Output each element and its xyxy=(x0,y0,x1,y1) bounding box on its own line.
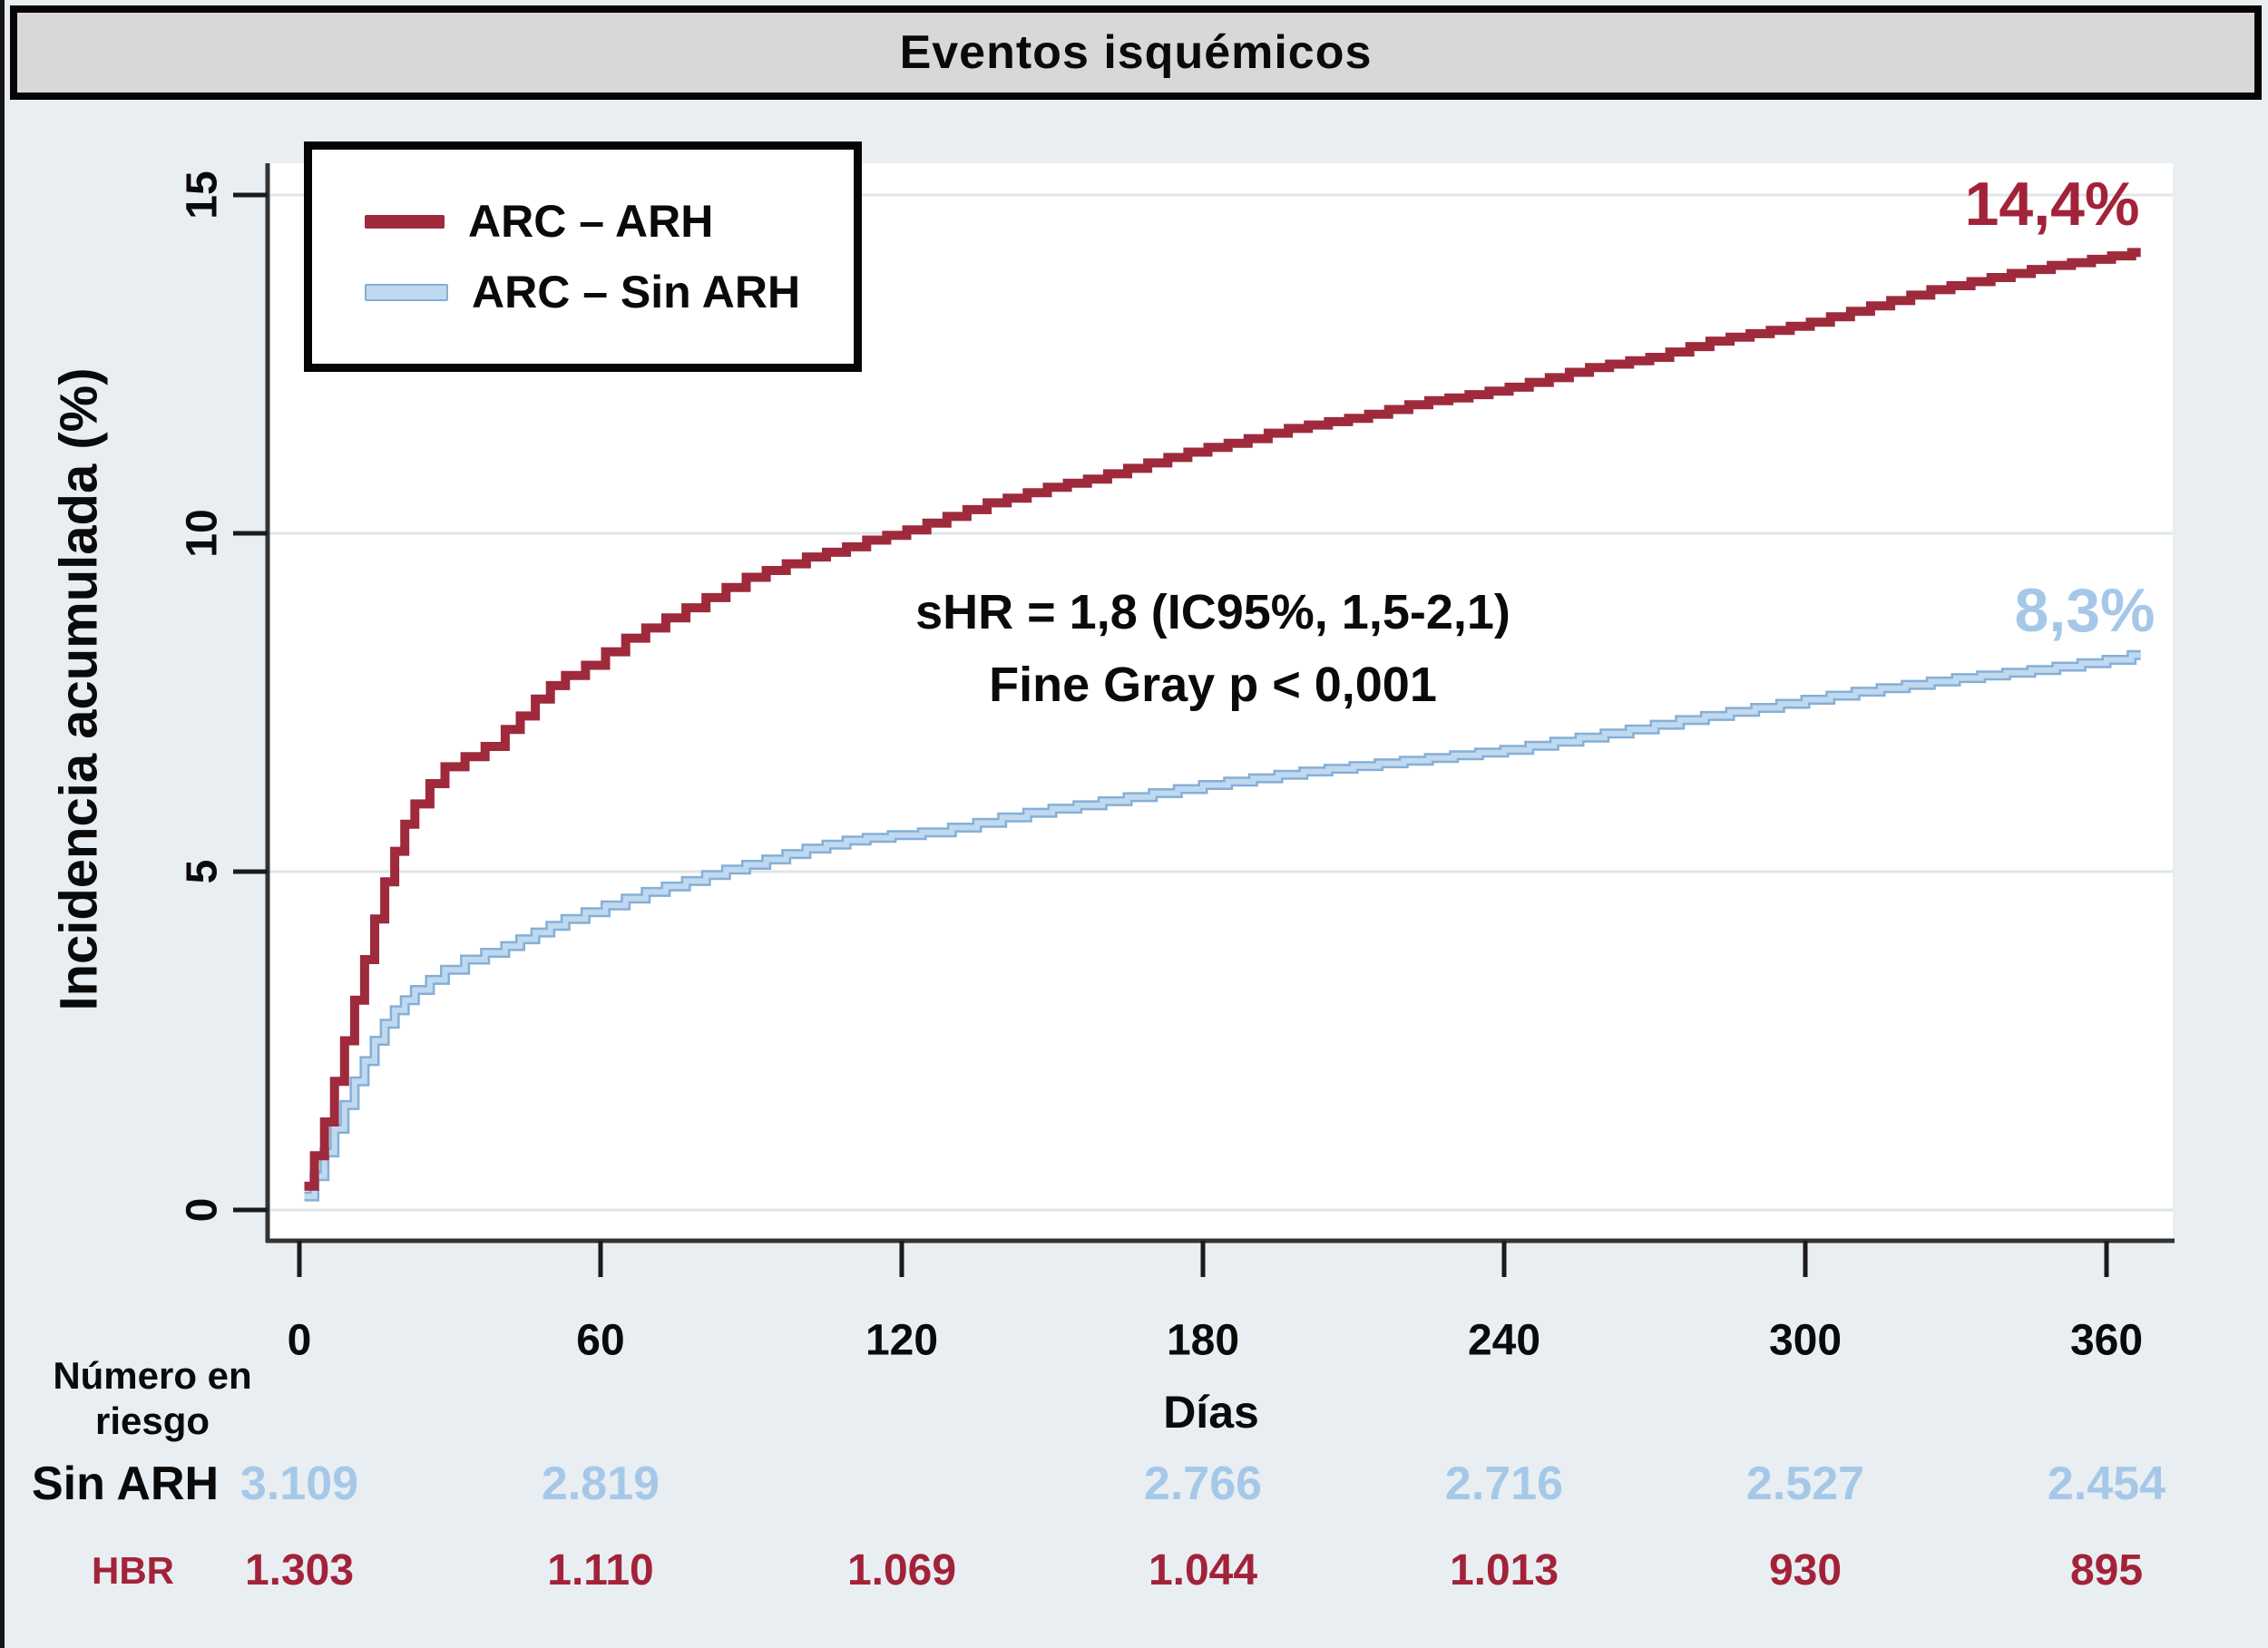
risk-row-label-sin-arh: Sin ARH xyxy=(32,1458,220,1510)
legend-label-sin-arh: ARC – Sin ARH xyxy=(472,267,801,317)
chart-title: Eventos isquémicos xyxy=(899,26,1373,79)
arh-line-swatch-icon xyxy=(365,214,445,229)
risk-value-blue: 2.716 xyxy=(1444,1458,1564,1510)
end-label-arh: 14,4% xyxy=(1964,170,2140,239)
risk-value-red: 1.069 xyxy=(846,1546,957,1594)
risk-value-red: 1.044 xyxy=(1148,1546,1258,1594)
number-at-risk-header: Número en riesgo xyxy=(30,1353,275,1443)
y-tick-label: 5 xyxy=(178,859,227,884)
risk-value-blue: 2.766 xyxy=(1143,1458,1263,1510)
legend-entry-arh: ARC – ARH xyxy=(365,195,854,248)
x-tick-label: 300 xyxy=(1768,1316,1843,1365)
risk-value-red: 895 xyxy=(2069,1546,2144,1594)
x-tick-label: 360 xyxy=(2069,1316,2144,1365)
sin-arh-curve xyxy=(304,652,2141,1200)
x-axis-title: Días xyxy=(1163,1387,1259,1438)
x-tick-label: 180 xyxy=(1166,1316,1240,1365)
legend-label-arh: ARC – ARH xyxy=(468,196,714,247)
risk-value-red: 1.110 xyxy=(547,1546,654,1594)
legend-box: ARC – ARH ARC – Sin ARH xyxy=(304,141,862,372)
x-tick-label: 0 xyxy=(287,1316,312,1365)
risk-value-blue: 2.454 xyxy=(2047,1458,2166,1510)
annotation-shr: sHR = 1,8 (IC95%, 1,5-2,1) xyxy=(915,585,1510,639)
stats-annotation: sHR = 1,8 (IC95%, 1,5-2,1) Fine Gray p <… xyxy=(823,588,1603,709)
number-at-risk-header-line1: Número en xyxy=(53,1354,252,1397)
y-tick-label: 15 xyxy=(178,171,227,219)
risk-value-blue: 2.819 xyxy=(541,1458,660,1510)
risk-value-blue: 2.527 xyxy=(1745,1458,1865,1510)
annotation-fine-gray: Fine Gray p < 0,001 xyxy=(989,658,1437,712)
risk-row-label-hbr: HBR xyxy=(92,1549,174,1592)
risk-value-red: 930 xyxy=(1768,1546,1843,1594)
sin-arh-line-swatch-icon xyxy=(365,283,448,301)
risk-value-red: 1.013 xyxy=(1449,1546,1559,1594)
x-tick-label: 60 xyxy=(576,1316,625,1365)
y-axis-title: Incidencia acumulada (%) xyxy=(49,367,109,1011)
y-tick-label: 10 xyxy=(178,509,227,558)
end-label-sin-arh: 8,3% xyxy=(2014,576,2156,645)
risk-value-red: 1.303 xyxy=(244,1546,355,1594)
x-tick-label: 240 xyxy=(1467,1316,1541,1365)
arh-curve xyxy=(304,248,2141,1191)
plot-canvas xyxy=(233,163,2175,1277)
x-tick-label: 120 xyxy=(865,1316,939,1365)
risk-value-blue: 3.109 xyxy=(240,1458,359,1510)
chart-title-bar: Eventos isquémicos xyxy=(10,5,2262,100)
number-at-risk-header-line2: riesgo xyxy=(94,1399,210,1442)
y-tick-label: 0 xyxy=(178,1197,227,1223)
legend-entry-sin-arh: ARC – Sin ARH xyxy=(365,266,854,318)
